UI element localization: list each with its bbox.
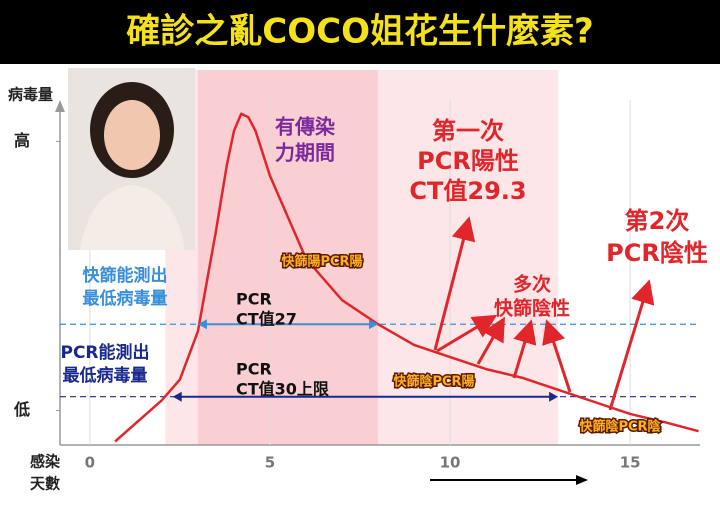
range-head — [197, 319, 207, 330]
chart-title: 確診之亂COCO姐花生什麼素? — [126, 12, 593, 52]
annotation: 快篩陰PCR陰 — [579, 419, 661, 435]
y-axis-arrow — [55, 100, 65, 112]
curve — [114, 112, 699, 443]
range-label: CT值30上限 — [236, 380, 330, 399]
annotation: PCR陰性 — [606, 239, 708, 267]
reference-label: 快篩能測出 — [83, 265, 168, 286]
range-label: PCR — [236, 360, 272, 379]
range-head — [549, 391, 559, 402]
range-label: PCR — [236, 290, 272, 309]
span-label: 有傳染 — [275, 115, 336, 139]
x-axis-label: 感染 — [30, 453, 61, 471]
time-arrow-head — [576, 475, 588, 485]
shaded-span — [197, 70, 379, 445]
annotation: 快篩陰性 — [494, 297, 570, 320]
annotation: 多次 — [513, 273, 551, 296]
annotation: 快篩陽PCR陽 — [281, 254, 362, 270]
annotation: 快篩陰PCR陽 — [393, 374, 474, 390]
annotation: CT值29.3 — [409, 177, 526, 205]
reference-label: 最低病毒量 — [63, 365, 148, 386]
annotation: 第2次 — [625, 207, 690, 235]
annotation: PCR陽性 — [417, 147, 519, 175]
title-bar — [0, 0, 720, 64]
range-head — [369, 319, 379, 330]
span-label: 力期間 — [275, 141, 335, 165]
y-axis-label: 病毒量 — [8, 86, 53, 104]
reference-label: PCR能測出 — [60, 342, 149, 363]
photo — [68, 68, 195, 250]
x-tick-label: 10 — [440, 454, 461, 472]
range-label: CT值27 — [236, 310, 297, 329]
x-tick-label: 15 — [620, 454, 641, 472]
x-tick-label: 0 — [85, 454, 95, 472]
reference-label: 最低病毒量 — [83, 288, 168, 309]
y-tick-label: 高 — [14, 131, 30, 150]
y-tick-label: 低 — [13, 400, 30, 419]
annotation: 第一次 — [432, 117, 504, 145]
range-head — [172, 391, 182, 402]
callout-arrows — [433, 216, 655, 411]
x-axis-label: 天數 — [30, 475, 60, 493]
x-tick-label: 5 — [265, 454, 275, 472]
